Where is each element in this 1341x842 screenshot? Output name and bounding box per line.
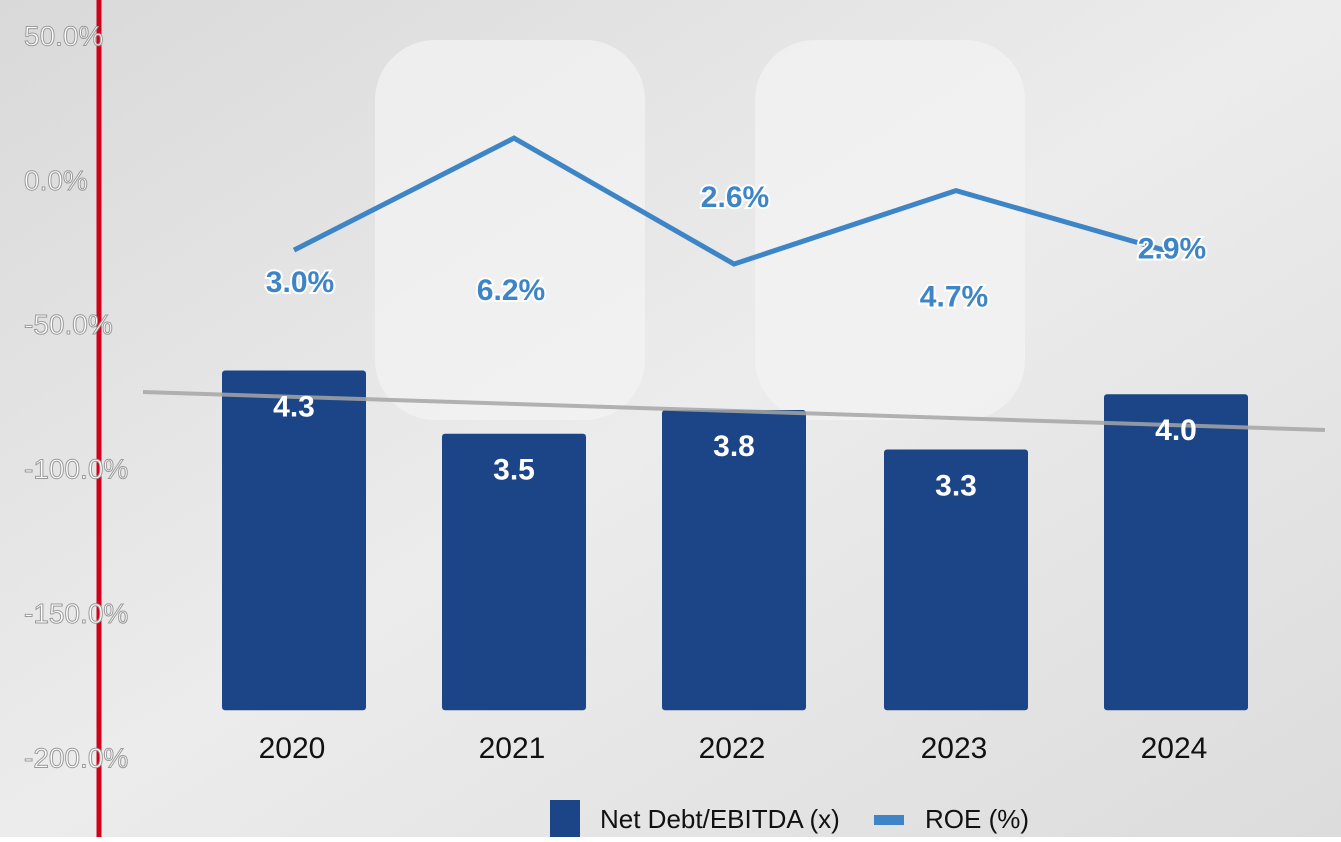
bar [222, 370, 366, 711]
bar [884, 449, 1028, 711]
line-value-label: 3.0% [266, 266, 334, 299]
background-tank [755, 40, 1025, 420]
bar-value-label: 4.0 [1155, 414, 1197, 447]
line-value-label: 2.6% [701, 181, 769, 214]
x-tick-label: 2020 [259, 732, 326, 765]
x-tick-label: 2023 [921, 732, 988, 765]
bar [442, 433, 586, 711]
bar-value-label: 3.3 [935, 469, 977, 502]
y-tick-label: -200.0% [24, 742, 128, 773]
x-tick-label: 2021 [479, 732, 546, 765]
legend-label: ROE (%) [925, 804, 1029, 834]
bar-value-label: 4.3 [273, 390, 315, 423]
bar-value-label: 3.5 [493, 454, 535, 487]
line-value-label: 2.9% [1138, 233, 1206, 266]
legend-label: Net Debt/EBITDA (x) [600, 804, 840, 834]
y-tick-label: -50.0% [24, 309, 113, 340]
background-tank [375, 40, 645, 420]
legend-swatch [874, 815, 904, 825]
roe-line [292, 135, 1177, 267]
line-value-label: 6.2% [477, 274, 545, 307]
bar [1104, 394, 1248, 711]
bar-value-label: 3.8 [713, 430, 755, 463]
y-tick-label: -150.0% [24, 598, 128, 629]
trend-line [142, 390, 1326, 432]
y-tick-label: 0.0% [24, 165, 88, 196]
bar [662, 410, 806, 711]
x-tick-label: 2022 [699, 732, 766, 765]
legend-swatch [550, 800, 580, 837]
line-value-label: 4.7% [920, 281, 988, 314]
x-tick-label: 2024 [1141, 732, 1208, 765]
y-tick-label: -100.0% [24, 454, 128, 485]
y-tick-label: 50.0% [24, 20, 103, 51]
